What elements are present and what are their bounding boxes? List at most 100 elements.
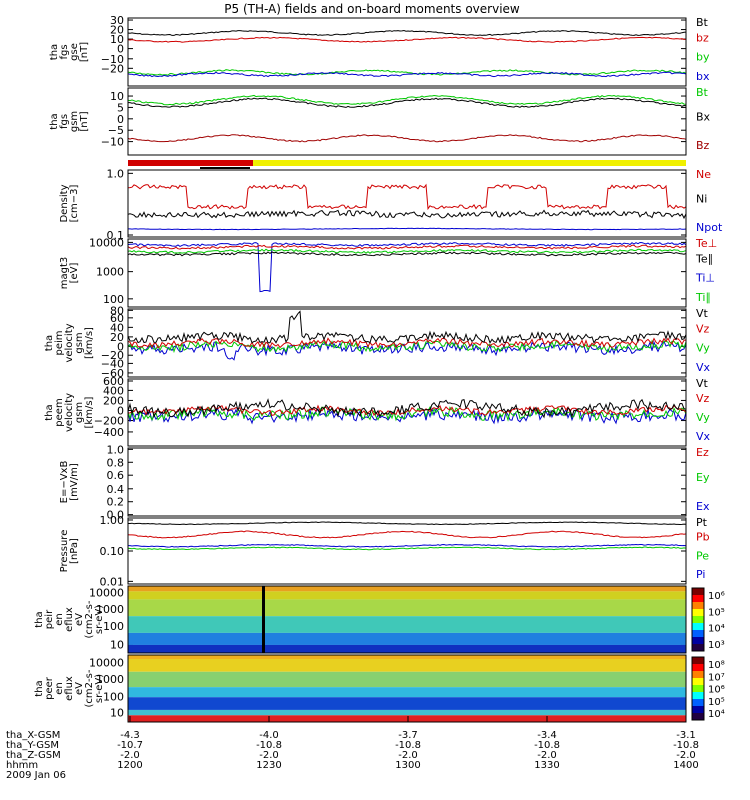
panel-frame — [127, 87, 687, 156]
series-line-pb — [127, 530, 687, 539]
y-tick-label: 200 — [103, 394, 124, 407]
panel-frame — [127, 517, 687, 585]
y-axis-label: [nT] — [79, 42, 90, 62]
y-tick-label: 0.10 — [100, 545, 125, 558]
y-axis-label: magt3 — [59, 257, 70, 290]
series-line-vz — [127, 404, 687, 417]
panel-peer: tha peer en eflux eV (cm2-s-sr-eV) 10000 1000 10… — [34, 654, 725, 723]
legend-Ne: Ne — [696, 168, 711, 181]
x-row-label: tha_X-GSM — [6, 730, 60, 741]
panel-frame — [127, 238, 687, 308]
series-line-bx — [128, 97, 687, 108]
y-axis-label: Density — [59, 184, 70, 222]
y-tick-label: 10 — [110, 90, 124, 103]
panel-frame — [127, 654, 687, 723]
y-axis-label: eflux — [64, 676, 75, 701]
y-tick-label: −200 — [94, 415, 124, 428]
colorbar-segment — [692, 644, 704, 652]
y-axis-label: sr-eV) — [94, 674, 105, 703]
y-tick-label: 100 — [103, 691, 124, 704]
y-tick-label: 10 — [110, 33, 124, 46]
spectrogram-gap — [262, 586, 265, 653]
y-tick-label: 0 — [117, 404, 124, 417]
legend-bz: bz — [696, 31, 709, 44]
y-axis-label: gsm — [74, 332, 85, 353]
legend-Vx: Vx — [696, 430, 711, 443]
y-tick-label: 10 — [110, 638, 124, 651]
mode-bar-fast — [128, 160, 253, 166]
y-tick-label: 1000 — [96, 603, 124, 616]
x-row-label: tha_Z-GSM — [6, 750, 61, 761]
y-axis-label: tha — [49, 44, 60, 60]
y-axis-label: E=−VxB — [59, 461, 70, 504]
colorbar-segment — [692, 602, 704, 610]
y-axis-label: [km/s] — [84, 327, 95, 359]
series-line-bz — [127, 36, 687, 43]
y-axis-label: sr-eV) — [94, 605, 105, 634]
y-axis-label: [cm−3] — [69, 185, 80, 223]
series-line-bz — [127, 134, 687, 143]
legend-Vy: Vy — [696, 411, 710, 424]
legend-Pt: Pt — [696, 516, 708, 529]
y-tick-label: 0.8 — [107, 456, 125, 469]
y-tick-label: −5 — [108, 124, 124, 137]
chart-title: P5 (TH-A) fields and on-board moments ov… — [224, 2, 520, 16]
colorbar-label: 10⁴ — [708, 624, 725, 635]
y-tick-label: 0 — [117, 43, 124, 56]
colorbar-segment — [692, 637, 704, 645]
x-row-label: hhmm — [6, 760, 38, 771]
y-axis-label: Pressure — [59, 530, 70, 573]
y-axis-label: (cm2-s- — [84, 669, 95, 707]
series-line-te-par — [127, 251, 687, 257]
y-tick-label: 0.6 — [107, 469, 125, 482]
panel-peim: tha peim velocity gsm [km/s] 806040200−20−40−… — [44, 304, 711, 380]
panel-frame — [127, 169, 687, 238]
y-tick-label: 5 — [117, 101, 124, 114]
series-line-ne — [127, 183, 687, 211]
y-axis-label: [nT] — [79, 111, 90, 131]
spectrogram-band — [128, 591, 686, 600]
series-line-by — [127, 69, 687, 76]
panel-frame — [127, 585, 687, 654]
y-tick-label: 0.4 — [107, 483, 125, 496]
colorbar-segment — [692, 623, 704, 631]
x-tick-label: 1400 — [673, 760, 698, 771]
series-line-pe — [127, 546, 687, 551]
legend-Npot: Npot — [696, 221, 723, 234]
series-line-ni — [127, 209, 687, 220]
mode-bar-slow — [253, 160, 686, 166]
y-axis-label: tha — [34, 611, 45, 627]
colorbar-segment — [692, 678, 704, 686]
legend-Vz: Vz — [696, 322, 710, 335]
x-tick-label: -10.7 — [117, 740, 143, 751]
legend-by: by — [696, 51, 710, 64]
colorbar-segment — [692, 692, 704, 700]
colorbar-segment — [692, 664, 704, 672]
y-tick-label: −400 — [94, 426, 124, 439]
y-tick-label: 1.0 — [107, 443, 125, 456]
spectrogram-band — [128, 586, 686, 592]
legend-Vx: Vx — [696, 361, 711, 374]
colorbar-segment — [692, 685, 704, 693]
colorbar-label: 10⁶ — [708, 685, 725, 696]
x-tick-label: -2.0 — [537, 750, 557, 761]
x-tick-label: -2.0 — [120, 750, 140, 761]
legend-Bx: Bx — [696, 111, 711, 124]
y-axis-label: fgs — [59, 114, 70, 129]
legend-Ti⊥: Ti⊥ — [695, 272, 715, 285]
y-axis-label: [nPa] — [69, 538, 80, 564]
panel-efield: E=−VxB [mV/m] 1.00.80.60.40.20.0 Ez Ey Ex — [59, 443, 710, 521]
x-tick-label: -10.8 — [673, 740, 699, 751]
panel-frame — [127, 17, 687, 87]
y-tick-label: 1.00 — [100, 514, 125, 527]
mode-bar-marker — [200, 167, 250, 169]
spectrogram-band — [128, 632, 686, 645]
y-tick-label: −40 — [101, 357, 124, 370]
series-line-vt — [127, 398, 687, 419]
y-tick-label: 20 — [110, 331, 124, 344]
series-line-vx — [127, 340, 687, 361]
series-line-bx — [127, 71, 687, 78]
colorbar-label: 10³ — [708, 640, 725, 651]
y-axis-label: fgs — [59, 44, 70, 59]
